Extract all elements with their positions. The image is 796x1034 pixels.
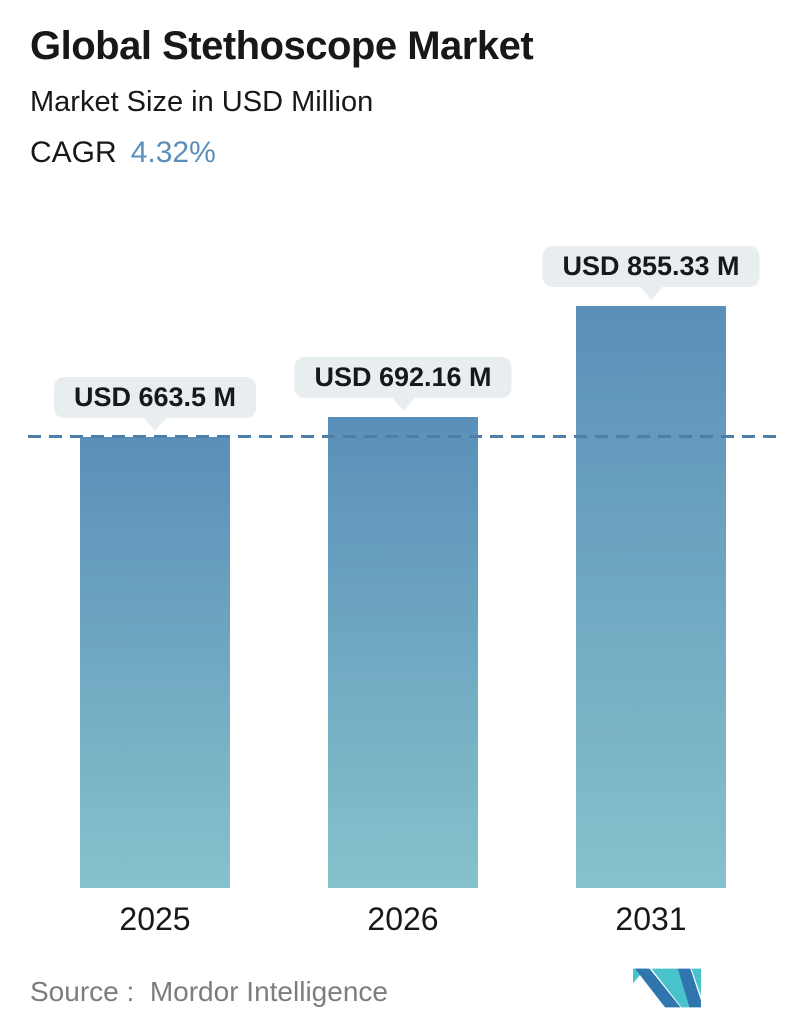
cagr-value: 4.32%	[130, 136, 216, 169]
bar	[328, 417, 478, 888]
category-label: 2026	[367, 901, 439, 937]
source-attribution: Source : Mordor Intelligence	[30, 976, 388, 1007]
page-title: Global Stethoscope Market	[30, 24, 534, 68]
bar-column: USD 855.33 M 2031	[542, 168, 760, 937]
cagr-label: CAGR	[30, 136, 117, 169]
value-label: USD 855.33 M	[562, 251, 740, 281]
value-label: USD 663.5 M	[73, 382, 237, 412]
bar	[80, 437, 230, 888]
mordor-intelligence-logo	[633, 968, 701, 1008]
category-label: 2025	[119, 901, 191, 937]
value-bubble: USD 692.16 M	[294, 357, 512, 411]
value-label: USD 692.16 M	[314, 362, 492, 392]
bar-column: USD 692.16 M 2026	[294, 168, 512, 937]
chart-subtitle: Market Size in USD Million	[30, 86, 374, 118]
category-label: 2031	[615, 901, 687, 937]
cagr-row: CAGR 4.32%	[30, 136, 216, 170]
value-bubble: USD 663.5 M	[53, 377, 257, 431]
bar	[576, 306, 726, 888]
bar-column: USD 663.5 M 2025	[53, 168, 257, 937]
reference-dashed-line	[28, 435, 780, 438]
value-bubble: USD 855.33 M	[542, 246, 760, 300]
